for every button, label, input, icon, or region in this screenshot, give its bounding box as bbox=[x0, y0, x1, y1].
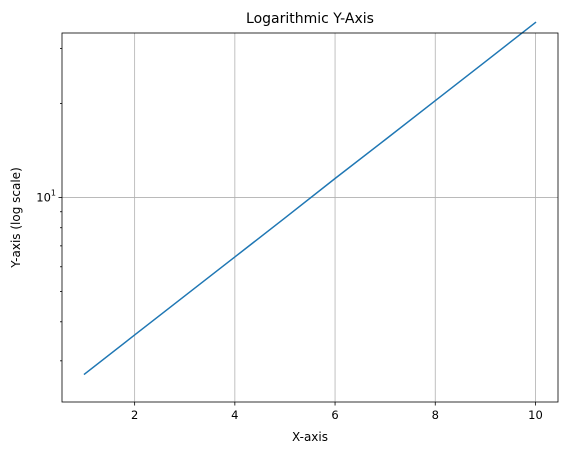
x-tick-label: 2 bbox=[131, 408, 138, 422]
x-tick-label: 8 bbox=[432, 408, 439, 422]
y-tick-label-base: 10 bbox=[36, 190, 51, 204]
y-tick-label-exponent: 1 bbox=[51, 188, 56, 197]
plot-frame bbox=[61, 32, 559, 403]
y-tick-label: 101 bbox=[36, 188, 56, 204]
y-axis-label: Y-axis (log scale) bbox=[9, 167, 23, 268]
chart-title: Logarithmic Y-Axis bbox=[246, 11, 374, 27]
x-tick-label: 6 bbox=[331, 408, 338, 422]
x-axis-label: X-axis bbox=[292, 430, 328, 444]
series-line bbox=[83, 21, 537, 376]
series-layer bbox=[83, 21, 537, 376]
x-tick-label: 10 bbox=[528, 408, 543, 422]
x-tick-label: 4 bbox=[231, 408, 238, 422]
